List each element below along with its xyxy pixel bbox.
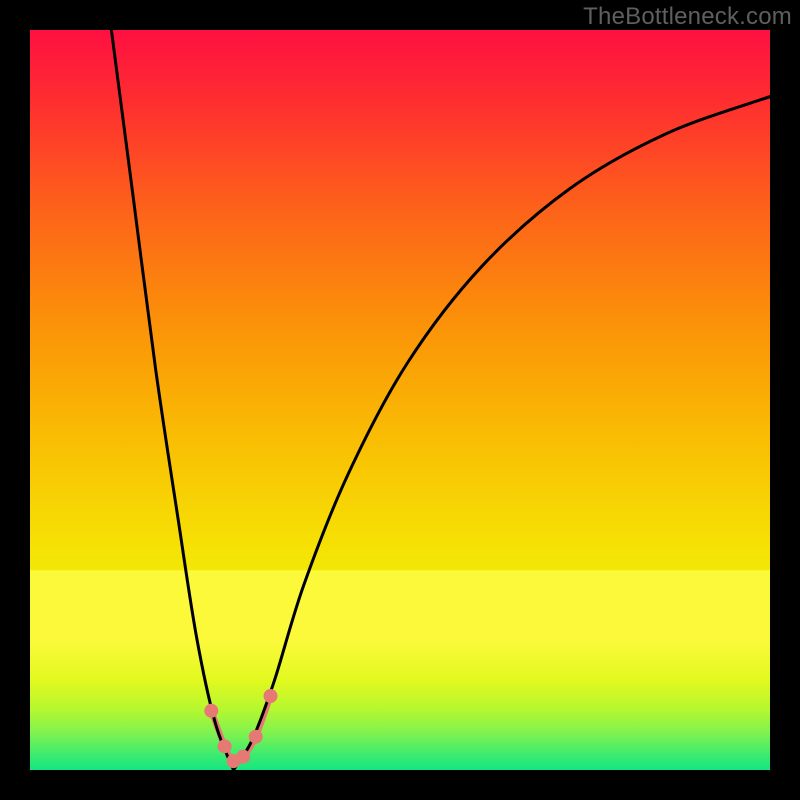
- marker-dot: [204, 704, 218, 718]
- marker-dot: [264, 689, 278, 703]
- marker-dot: [249, 730, 263, 744]
- chart-stage: TheBottleneck.com: [0, 0, 800, 800]
- marker-dot: [236, 750, 250, 764]
- marker-dot: [218, 739, 232, 753]
- plot-lower-band: [30, 570, 770, 770]
- chart-svg: [0, 0, 800, 800]
